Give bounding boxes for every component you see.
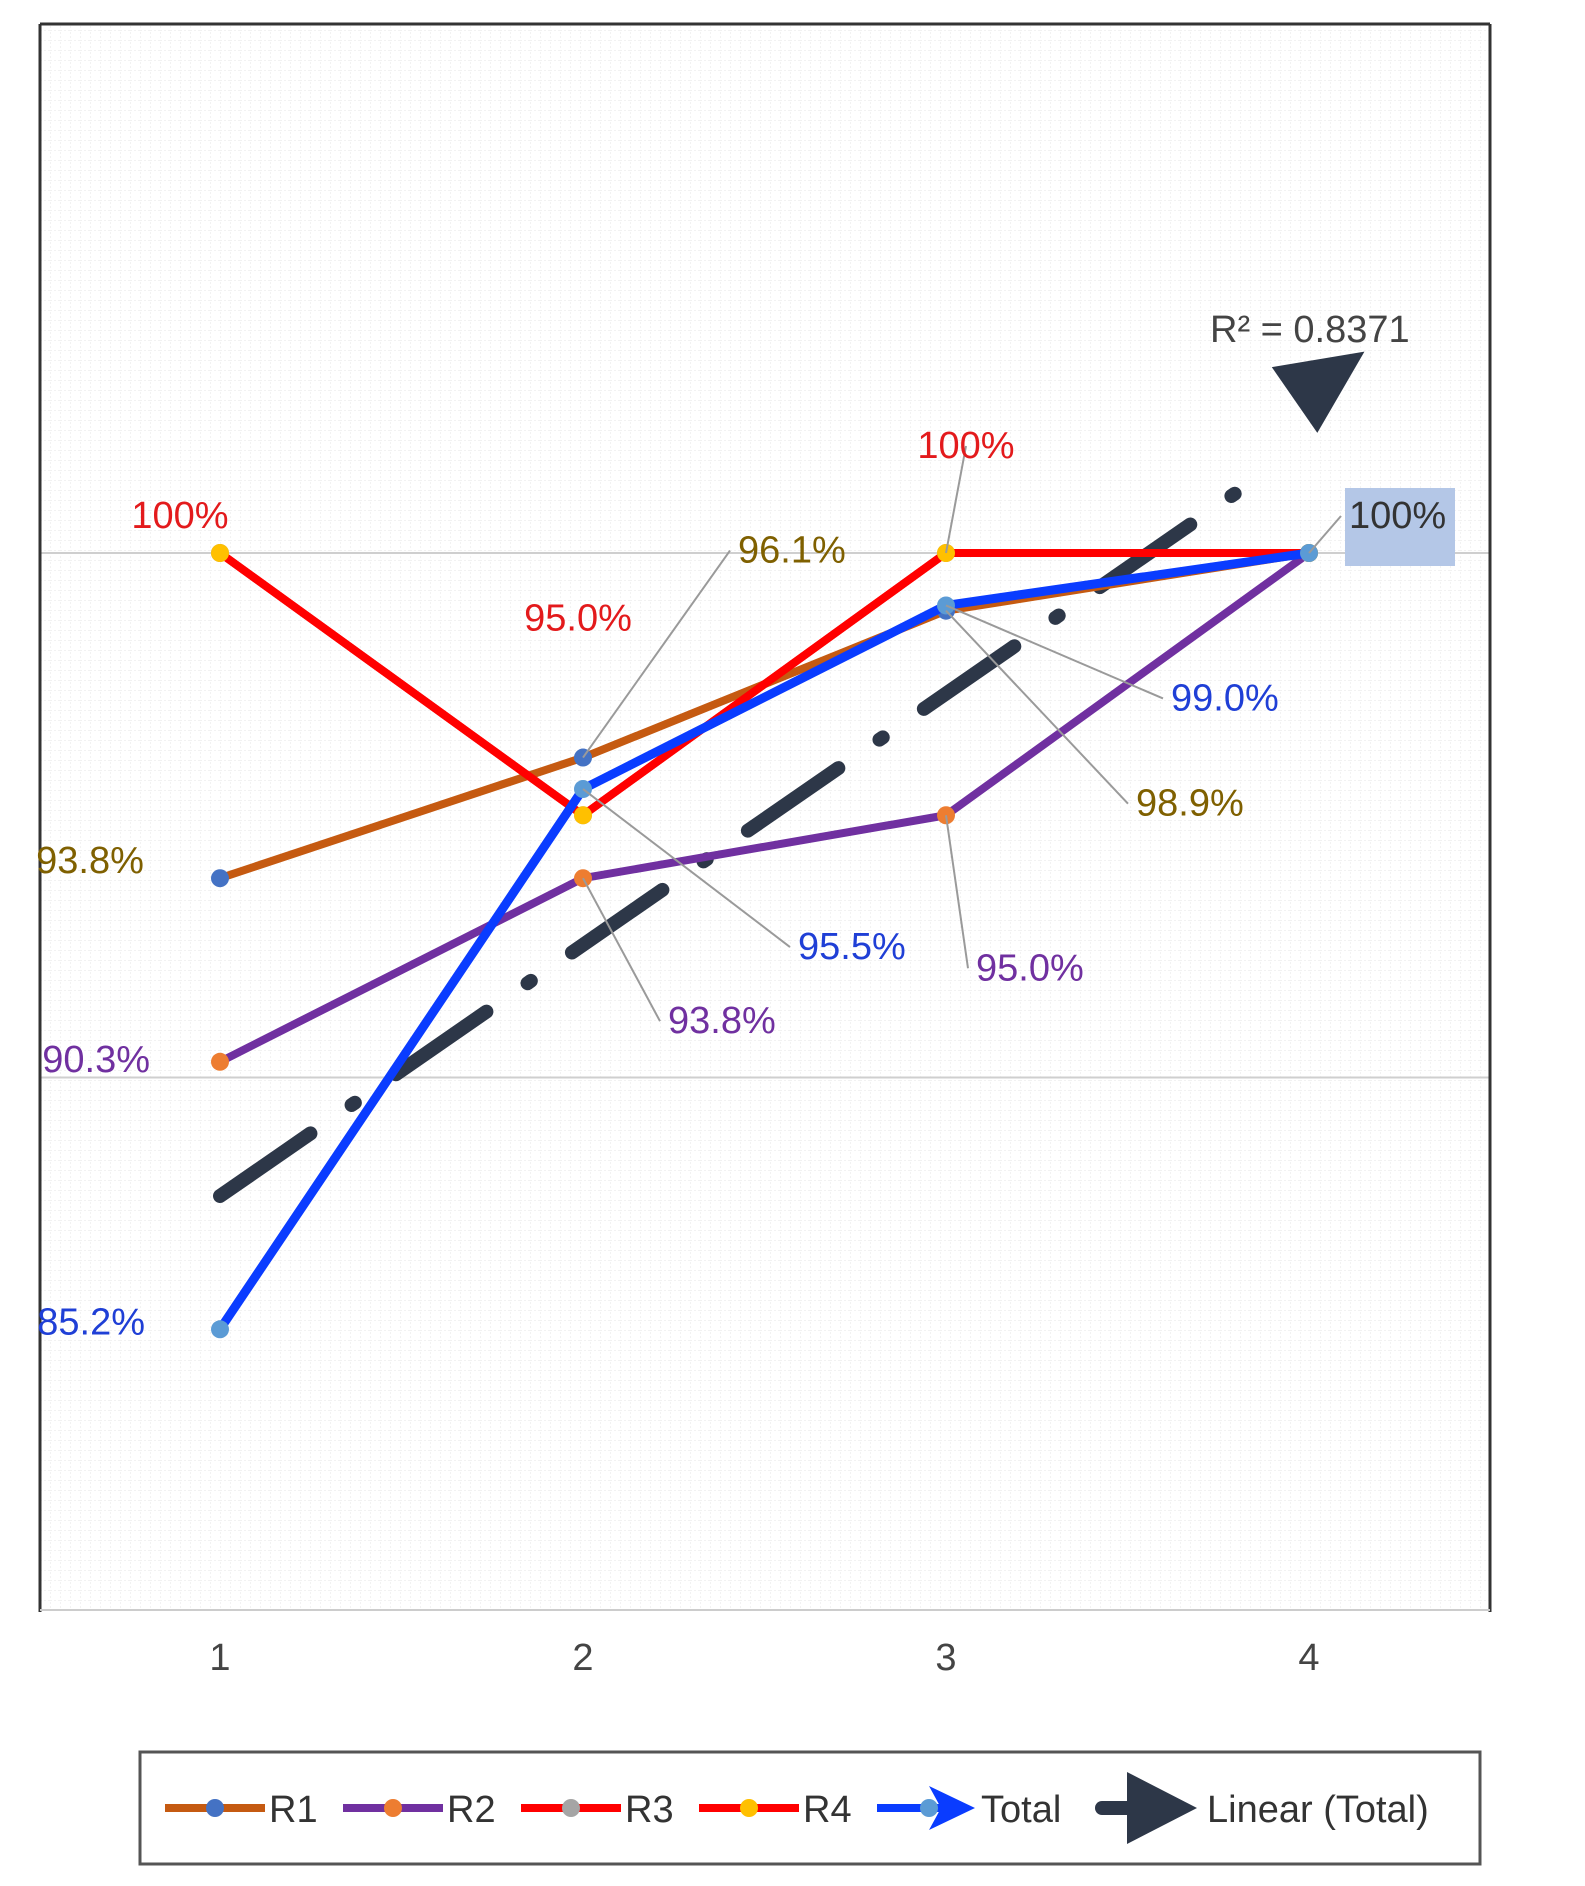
leader-r3-3 bbox=[945, 445, 967, 554]
leader-r2-3 bbox=[945, 815, 969, 969]
data-labels: 93.8% 96.1% 98.9% 90.3% 93.8% 95.0% 100% 95.0% 1… bbox=[36, 425, 1455, 1343]
data-label-r3-1: 100% bbox=[131, 495, 228, 537]
series-line-r4 bbox=[217, 549, 1309, 820]
x-tick-1: 1 bbox=[209, 1637, 230, 1679]
data-label-total-3: 99.0% bbox=[1171, 677, 1279, 719]
x-tick-3: 3 bbox=[935, 1637, 956, 1679]
leader-r2-2 bbox=[582, 877, 661, 1022]
legend-item-r1: R1 bbox=[165, 1789, 318, 1831]
leader-r1-2 bbox=[582, 549, 731, 759]
point-r2-1 bbox=[211, 1052, 229, 1071]
legend-label-r2: R2 bbox=[447, 1789, 496, 1831]
point-r4-1 bbox=[211, 544, 229, 562]
data-label-r1-2: 96.1% bbox=[738, 530, 846, 572]
data-label-total-4: 100% bbox=[1349, 495, 1446, 537]
point-r4-2 bbox=[574, 806, 592, 825]
highlight-total-4 bbox=[1345, 488, 1455, 566]
legend-item-r3: R3 bbox=[521, 1789, 674, 1831]
data-label-r2-3: 95.0% bbox=[976, 947, 1084, 989]
legend-arrow-trendline bbox=[1127, 1772, 1197, 1844]
legend-marker-total bbox=[920, 1799, 938, 1817]
legend: R1 R2 R3 R4 Total Linear (Total) bbox=[165, 1772, 1429, 1844]
x-tick-4: 4 bbox=[1298, 1637, 1319, 1679]
data-label-r1-3: 98.9% bbox=[1136, 783, 1244, 825]
legend-marker-r4 bbox=[740, 1799, 758, 1817]
leader-r1-3 bbox=[945, 610, 1129, 805]
data-label-r3-3: 100% bbox=[917, 425, 1014, 467]
leader-total-2 bbox=[582, 788, 791, 948]
x-tick-labels: 1 2 3 4 bbox=[209, 1637, 1319, 1679]
legend-marker-r2 bbox=[384, 1799, 402, 1817]
legend-label-total: Total bbox=[981, 1789, 1061, 1831]
data-label-r3-2: 95.0% bbox=[524, 597, 632, 639]
trendline-arrowhead bbox=[1271, 351, 1365, 433]
leader-total-4 bbox=[1308, 515, 1342, 554]
legend-item-total: Total bbox=[877, 1786, 1061, 1831]
point-r1-1 bbox=[211, 869, 229, 888]
leader-total-3 bbox=[945, 604, 1164, 700]
data-label-total-1: 85.2% bbox=[37, 1301, 145, 1343]
r-squared-label: R² = 0.8371 bbox=[1210, 309, 1410, 351]
series-line-total bbox=[216, 548, 1310, 1332]
legend-item-r2: R2 bbox=[343, 1789, 496, 1831]
leader-lines bbox=[582, 445, 1342, 1022]
legend-item-r4: R4 bbox=[699, 1789, 852, 1831]
legend-marker-r3 bbox=[562, 1799, 580, 1817]
data-label-r1-1: 93.8% bbox=[36, 840, 144, 882]
legend-arrow-total bbox=[929, 1786, 975, 1830]
legend-marker-r1 bbox=[206, 1799, 224, 1817]
x-tick-2: 2 bbox=[572, 1637, 593, 1679]
data-label-total-2: 95.5% bbox=[798, 926, 906, 968]
legend-label-r1: R1 bbox=[269, 1789, 318, 1831]
series-layer bbox=[211, 544, 1318, 1339]
legend-item-trendline: Linear (Total) bbox=[1095, 1772, 1429, 1844]
legend-label-r3: R3 bbox=[625, 1789, 674, 1831]
legend-label-r4: R4 bbox=[803, 1789, 852, 1831]
point-total-1 bbox=[211, 1320, 229, 1339]
data-label-r2-2: 93.8% bbox=[668, 1000, 776, 1042]
data-label-r2-1: 90.3% bbox=[42, 1039, 150, 1081]
legend-label-trendline: Linear (Total) bbox=[1207, 1789, 1429, 1831]
